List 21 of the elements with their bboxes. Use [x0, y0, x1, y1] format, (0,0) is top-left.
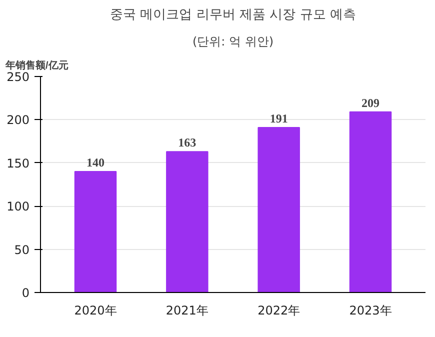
data-label: 140 [86, 156, 104, 170]
y-tick-label: 0 [22, 286, 30, 300]
x-tick-label: 2022年 [258, 304, 300, 318]
y-axis-title: 年销售额/亿元 [4, 60, 68, 72]
data-label: 191 [270, 111, 288, 126]
bar [258, 126, 300, 292]
bar [166, 151, 208, 292]
bar [349, 111, 392, 292]
x-tick-label: 2023年 [349, 304, 392, 318]
y-tick-label: 50 [14, 242, 30, 257]
chart-title: 중국 메이크업 리무버 제품 시장 규모 예측 [110, 8, 356, 22]
data-label: 209 [362, 96, 380, 110]
chart-subtitle: (단위: 억 위안) [192, 34, 274, 48]
y-tick-label: 100 [6, 200, 30, 214]
y-tick-label: 150 [6, 156, 30, 170]
data-label: 163 [178, 136, 196, 150]
y-tick-label: 250 [6, 70, 30, 84]
x-tick-label: 2021年 [166, 304, 208, 318]
y-tick-label: 200 [6, 113, 30, 128]
bar [74, 171, 117, 292]
x-tick-label: 2020年 [74, 304, 117, 318]
